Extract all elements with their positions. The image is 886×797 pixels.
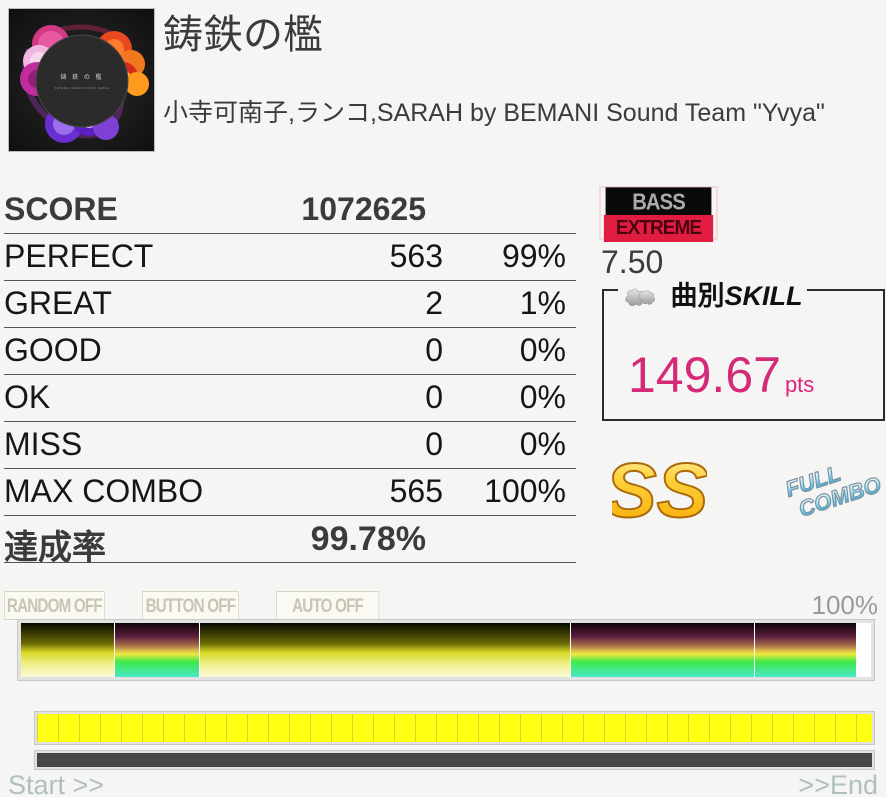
svg-text:SS: SS — [612, 450, 707, 534]
svg-text:鋳 鉄 の 檻: 鋳 鉄 の 檻 — [60, 73, 103, 81]
svg-text:KOTERA KANAKO RANCO SARAH: KOTERA KANAKO RANCO SARAH — [55, 86, 109, 90]
